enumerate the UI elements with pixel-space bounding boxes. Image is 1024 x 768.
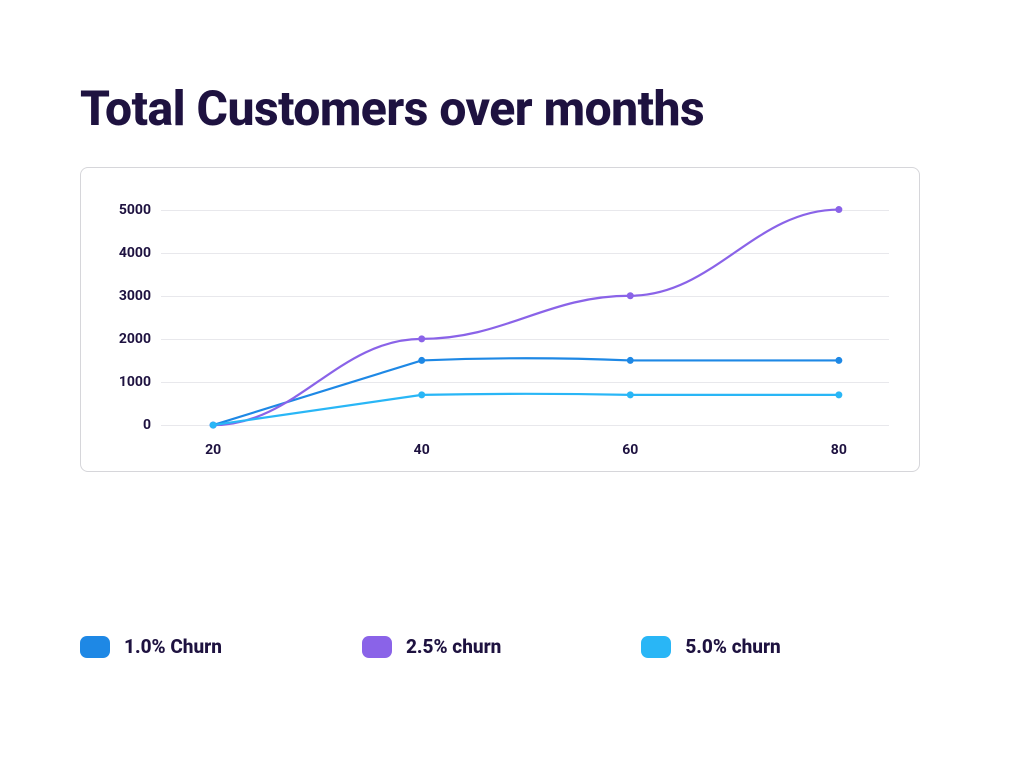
legend-swatch <box>80 636 110 658</box>
y-tick-label: 4000 <box>101 245 151 261</box>
x-tick-label: 60 <box>622 442 638 458</box>
plot-area: 01000200030004000500020406080 <box>101 188 899 436</box>
legend-swatch <box>641 636 671 658</box>
y-tick-label: 5000 <box>101 202 151 218</box>
series-marker <box>627 391 634 398</box>
series-marker <box>418 335 425 342</box>
legend-item: 2.5% churn <box>362 635 501 658</box>
series-line <box>213 358 839 425</box>
series-marker <box>210 422 217 429</box>
chart-container: 0 1000 2000 3000 4000 5000 20 40 60 80 <box>80 167 920 472</box>
series-marker <box>418 357 425 364</box>
y-tick-label: 2000 <box>101 331 151 347</box>
legend: 1.0% Churn 2.5% churn 5.0% churn <box>80 635 781 658</box>
y-tick-label: 3000 <box>101 288 151 304</box>
legend-item: 5.0% churn <box>641 635 780 658</box>
legend-label: 1.0% Churn <box>124 635 222 658</box>
series-marker <box>835 357 842 364</box>
legend-item: 1.0% Churn <box>80 635 222 658</box>
series-marker <box>835 391 842 398</box>
y-tick-label: 1000 <box>101 374 151 390</box>
legend-label: 5.0% churn <box>685 635 780 658</box>
legend-swatch <box>362 636 392 658</box>
x-tick-label: 80 <box>831 442 847 458</box>
series-line <box>213 394 839 425</box>
legend-label: 2.5% churn <box>406 635 501 658</box>
chart-title: Total Customers over months <box>80 80 944 137</box>
x-tick-label: 20 <box>205 442 221 458</box>
y-tick-label: 0 <box>101 417 151 433</box>
x-tick-label: 40 <box>414 442 430 458</box>
series-marker <box>835 206 842 213</box>
series-marker <box>627 292 634 299</box>
series-marker <box>418 391 425 398</box>
series-marker <box>627 357 634 364</box>
chart-lines <box>161 188 891 438</box>
